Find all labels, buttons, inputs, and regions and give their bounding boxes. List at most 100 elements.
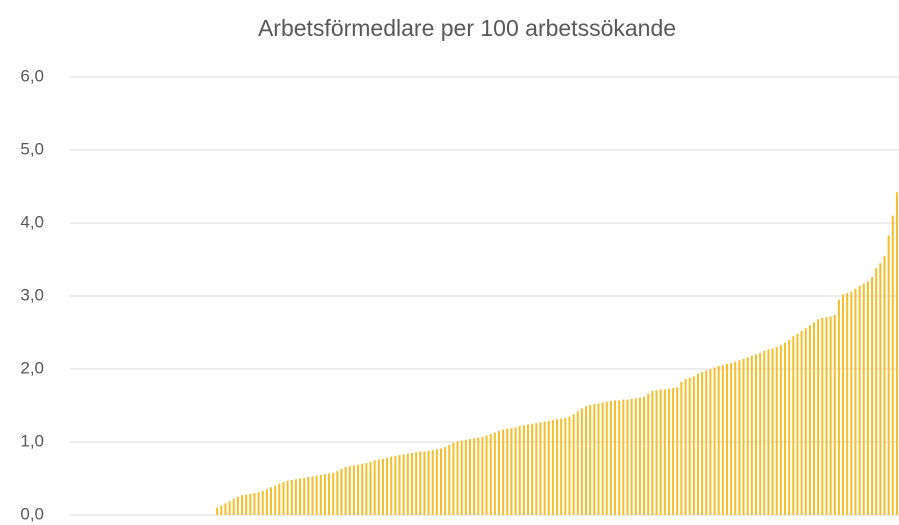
bar <box>236 496 239 515</box>
bar <box>850 291 853 515</box>
bar <box>282 482 285 515</box>
bar <box>543 421 546 515</box>
bar <box>651 390 654 515</box>
bar <box>767 349 770 515</box>
bar <box>294 479 297 515</box>
bar <box>676 387 679 515</box>
bar <box>216 507 219 515</box>
bar <box>224 503 227 515</box>
bar <box>754 354 757 515</box>
bar <box>315 475 318 515</box>
bar <box>585 406 588 515</box>
bar <box>319 474 322 515</box>
bar <box>742 358 745 515</box>
bar <box>738 360 741 515</box>
bar <box>597 403 600 515</box>
bar <box>862 283 865 515</box>
bar <box>771 348 774 515</box>
bar <box>464 439 467 515</box>
bar <box>332 472 335 515</box>
bar <box>560 418 563 515</box>
bar <box>245 494 248 515</box>
y-tick-label: 5,0 <box>20 139 44 158</box>
bar <box>593 404 596 515</box>
bar <box>481 436 484 515</box>
bar <box>609 401 612 515</box>
bar <box>817 319 820 515</box>
bar <box>336 471 339 515</box>
bar <box>535 423 538 515</box>
bar <box>713 367 716 515</box>
bar <box>796 333 799 515</box>
y-tick-label: 2,0 <box>20 358 44 377</box>
bar <box>808 325 811 515</box>
bar <box>759 352 762 515</box>
bar <box>800 331 803 515</box>
bar <box>858 285 861 515</box>
bar <box>605 401 608 515</box>
y-tick-label: 0,0 <box>20 504 44 523</box>
bar <box>539 422 542 515</box>
bar <box>390 456 393 515</box>
bar <box>352 465 355 515</box>
bar <box>485 435 488 515</box>
bar <box>410 452 413 515</box>
bar <box>286 480 289 515</box>
bar <box>381 458 384 515</box>
bar <box>750 355 753 515</box>
bar <box>373 460 376 515</box>
bar <box>854 288 857 515</box>
bar <box>684 379 687 515</box>
bar <box>361 463 364 515</box>
bar <box>274 485 277 515</box>
bar <box>468 439 471 515</box>
bar <box>829 316 832 515</box>
y-tick-label: 6,0 <box>20 66 44 85</box>
bar <box>518 425 521 515</box>
bar <box>328 473 331 515</box>
bar <box>667 388 670 515</box>
bar <box>232 498 235 515</box>
bar <box>551 420 554 515</box>
bar <box>556 419 559 515</box>
bar <box>514 427 517 515</box>
bar <box>804 328 807 515</box>
bar <box>493 432 496 515</box>
bar <box>568 416 571 515</box>
bar <box>813 322 816 515</box>
bar <box>626 399 629 515</box>
bar <box>680 382 683 515</box>
bar <box>348 466 351 515</box>
bar <box>547 420 550 515</box>
bar <box>589 404 592 515</box>
bar <box>721 365 724 515</box>
bar <box>477 437 480 515</box>
bar <box>228 501 231 515</box>
bar <box>473 438 476 515</box>
y-tick-label: 4,0 <box>20 212 44 231</box>
bar <box>444 447 447 515</box>
bar <box>402 454 405 515</box>
bar <box>522 425 525 515</box>
bar <box>663 389 666 515</box>
bar <box>879 263 882 515</box>
bar <box>290 479 293 515</box>
bar <box>299 478 302 515</box>
bar <box>763 350 766 515</box>
bar <box>386 458 389 515</box>
bar <box>775 347 778 515</box>
bar <box>701 371 704 515</box>
bar <box>734 361 737 515</box>
bar <box>825 317 828 515</box>
bar <box>846 293 849 515</box>
bar <box>307 477 310 515</box>
bar <box>340 469 343 515</box>
bar <box>883 255 886 515</box>
bar <box>303 477 306 515</box>
bar <box>705 370 708 515</box>
bar <box>580 408 583 515</box>
bar <box>365 463 368 515</box>
bar <box>837 299 840 515</box>
bar <box>278 483 281 515</box>
bar <box>415 452 418 515</box>
